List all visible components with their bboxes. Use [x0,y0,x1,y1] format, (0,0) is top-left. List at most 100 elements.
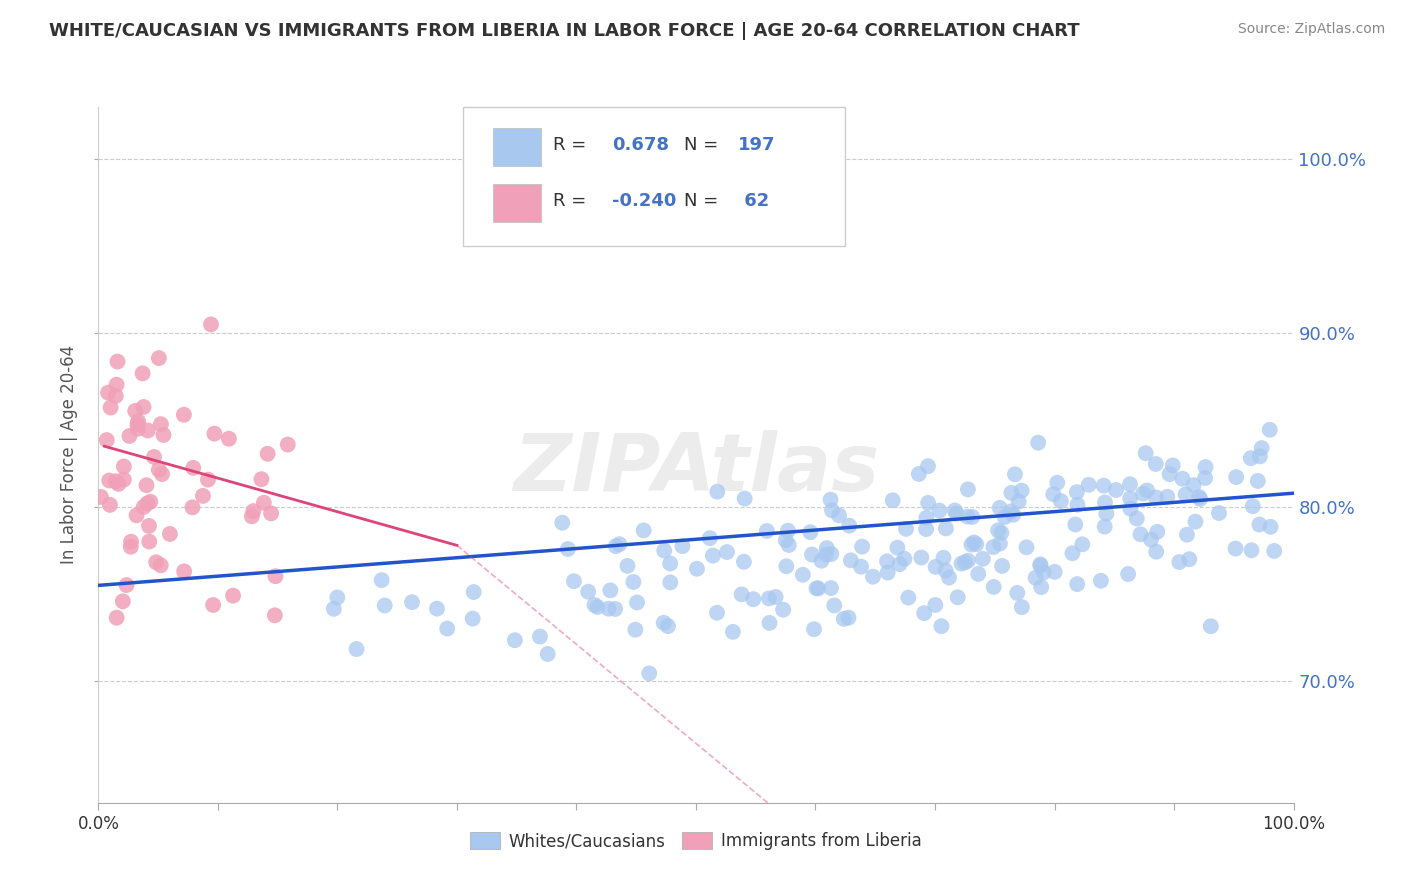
Point [882,493,904,508]
Point [1031,580,1053,594]
Point [131,367,153,381]
Point [1260,520,1282,534]
FancyBboxPatch shape [463,107,845,246]
Point [132,400,155,414]
Point [127,417,149,432]
Point [775,559,797,574]
Point [837,610,859,624]
Point [401,595,423,609]
Point [950,557,973,571]
Point [730,587,752,601]
Point [706,606,728,620]
Point [1119,477,1142,491]
Point [960,510,983,524]
Point [1188,490,1211,504]
Point [956,483,979,497]
Text: Source: ZipAtlas.com: Source: ZipAtlas.com [1237,22,1385,37]
Point [583,598,606,612]
Point [991,558,1014,573]
Point [894,522,917,536]
Point [1225,470,1247,484]
Point [652,543,675,558]
Point [253,496,276,510]
Point [775,533,797,548]
Point [136,496,159,510]
Point [821,503,844,517]
FancyBboxPatch shape [494,184,541,222]
Point [1171,472,1194,486]
Text: -0.240: -0.240 [613,192,676,210]
FancyBboxPatch shape [494,128,541,166]
Point [776,524,799,538]
Point [945,507,967,521]
Point [118,429,141,443]
Point [699,531,721,545]
Point [181,461,204,475]
Point [1144,544,1167,558]
Point [876,566,898,580]
Point [801,548,824,562]
Point [105,610,128,624]
Point [145,555,167,569]
Point [935,521,957,535]
Point [240,509,263,524]
Point [706,484,728,499]
Point [1132,486,1154,500]
Point [626,595,648,609]
Point [810,554,832,568]
Point [972,551,994,566]
Point [912,606,935,620]
Point [1000,486,1022,500]
Point [599,583,621,598]
Point [1007,586,1029,600]
Point [250,472,273,486]
Point [886,541,908,555]
Point [988,536,1011,550]
Point [104,475,127,489]
Point [965,537,987,551]
Text: R =: R = [553,136,592,154]
Point [173,408,195,422]
Point [1129,527,1152,541]
Point [605,602,627,616]
Point [849,559,872,574]
Point [605,539,627,553]
Point [124,404,146,418]
Point [609,537,631,551]
Point [671,539,693,553]
Point [1241,499,1264,513]
Point [1062,546,1084,560]
Point [107,477,129,491]
Legend: Whites/Caucasians, Immigrants from Liberia: Whites/Caucasians, Immigrants from Liber… [464,826,928,857]
Point [1029,558,1052,573]
Point [120,540,142,554]
Point [987,524,1010,538]
Point [1189,491,1212,506]
Point [765,590,787,604]
Point [953,555,976,569]
Point [461,611,484,625]
Point [1182,478,1205,492]
Point [181,500,204,515]
Point [143,450,166,464]
Point [967,566,990,581]
Point [1011,483,1033,498]
Point [893,551,915,566]
Point [994,510,1017,524]
Point [1090,574,1112,588]
Point [1126,511,1149,525]
Point [107,354,129,368]
Text: 62: 62 [738,192,769,210]
Point [956,509,979,524]
Point [828,508,851,523]
Point [138,534,160,549]
Point [1119,491,1142,506]
Point [792,567,814,582]
Point [931,619,953,633]
Point [260,507,283,521]
Point [96,433,118,447]
Y-axis label: In Labor Force | Age 20-64: In Labor Force | Age 20-64 [60,345,79,565]
Point [1071,537,1094,551]
Point [820,581,842,595]
Point [1250,441,1272,455]
